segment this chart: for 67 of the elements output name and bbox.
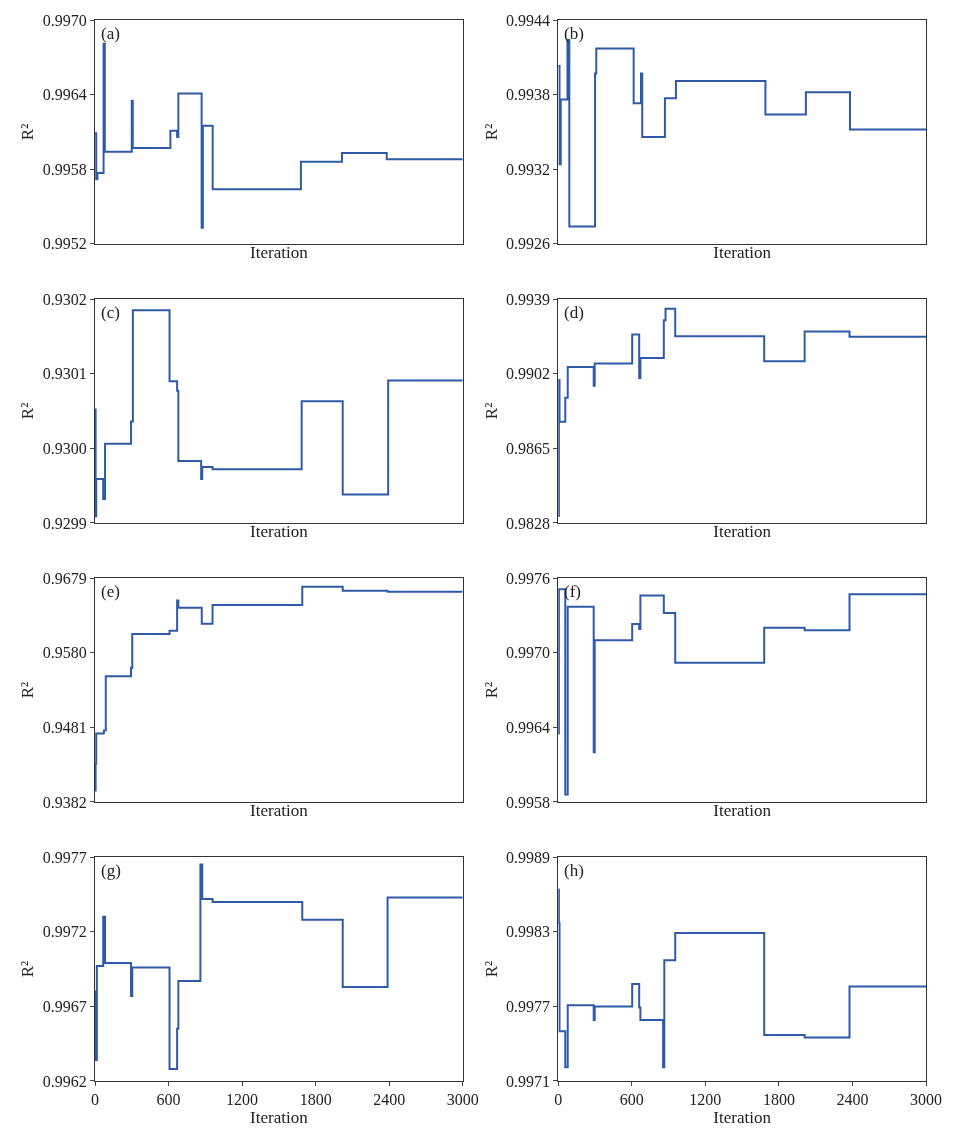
y-tick-label: 0.9964 [42,86,87,104]
x-axis-title: Iteration [713,801,772,821]
y-tick-label: 0.9962 [42,1072,87,1090]
x-axis-title: Iteration [713,522,772,542]
y-tick-label: 0.9679 [42,569,87,587]
y-axis-title: R² [18,123,38,141]
x-tick-label: 2400 [373,1091,406,1109]
y-tick-label: 0.9983 [505,923,550,941]
y-tick-label: 0.9939 [505,290,550,308]
x-tick-label: 3000 [910,1091,942,1109]
y-axis-title: R² [481,123,501,141]
x-tick-label: 0 [91,1091,99,1109]
x-tick-label: 1800 [299,1091,332,1109]
y-tick-label: 0.9902 [505,365,550,383]
y-axis-title: R² [481,402,501,420]
y-tick-label: 0.9300 [42,439,87,457]
y-tick-label: 0.9977 [505,997,550,1015]
y-tick-label: 0.9926 [505,235,550,253]
x-tick-label: 1200 [226,1091,259,1109]
y-tick-label: 0.9952 [42,235,87,253]
x-tick-label: 0 [554,1091,563,1109]
x-axis-title: Iteration [250,522,309,542]
chart-title: (e) [101,582,120,601]
y-tick-label: 0.9970 [505,644,550,662]
x-axis-title: Iteration [713,243,772,263]
y-tick-label: 0.9958 [42,160,87,178]
y-tick-label: 0.9299 [42,514,87,532]
x-tick-label: 1200 [689,1091,722,1109]
x-axis-title: Iteration [250,801,309,821]
chart-title: (b) [564,24,584,43]
y-tick-label: 0.9958 [505,793,550,811]
chart-title: (g) [101,861,121,880]
y-tick-label: 0.9989 [505,848,550,866]
y-tick-label: 0.9938 [505,86,550,104]
x-axis-title: Iteration [250,243,309,263]
chart-title: (a) [101,24,120,43]
y-tick-label: 0.9580 [42,644,87,662]
y-tick-label: 0.9977 [42,848,87,866]
x-tick-label: 3000 [446,1091,479,1109]
y-tick-label: 0.9382 [42,793,87,811]
y-tick-label: 0.9944 [505,11,550,29]
x-tick-label: 1800 [762,1091,795,1109]
chart-title: (d) [564,303,584,322]
y-axis-title: R² [481,960,501,978]
x-tick-label: 2400 [836,1091,869,1109]
y-axis-title: R² [18,681,38,699]
y-axis-title: R² [481,681,501,699]
x-axis-title: Iteration [250,1108,309,1128]
x-tick-label: 600 [619,1091,644,1109]
y-tick-label: 0.9964 [505,718,550,736]
chart-title: (h) [564,861,584,880]
x-tick-label: 600 [156,1091,181,1109]
y-axis-title: R² [18,402,38,420]
y-tick-label: 0.9972 [42,923,87,941]
y-tick-label: 0.9932 [505,160,550,178]
y-tick-label: 0.9976 [505,569,550,587]
y-tick-label: 0.9301 [42,365,87,383]
y-axis-title: R² [18,960,38,978]
x-axis-title: Iteration [713,1108,772,1128]
y-tick-label: 0.9865 [505,439,550,457]
y-tick-label: 0.9481 [42,718,87,736]
y-tick-label: 0.9971 [505,1072,550,1090]
y-tick-label: 0.9828 [505,514,550,532]
y-tick-label: 0.9967 [42,997,87,1015]
chart-title: (c) [101,303,120,322]
y-tick-label: 0.9302 [42,290,87,308]
y-tick-label: 0.9970 [42,11,87,29]
